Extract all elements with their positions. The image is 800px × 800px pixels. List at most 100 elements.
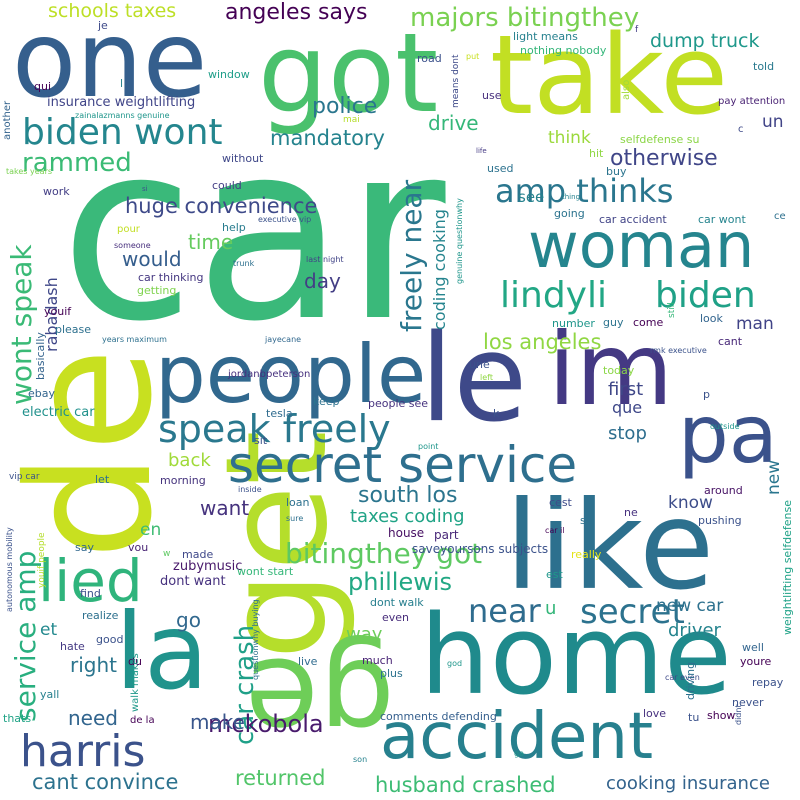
- word: executive vip: [258, 215, 312, 224]
- word: cest: [549, 496, 572, 509]
- word: de la: [130, 715, 155, 726]
- word: accident: [380, 700, 654, 774]
- word: je: [98, 19, 108, 32]
- word: ga: [514, 749, 524, 758]
- word: last night: [306, 255, 344, 264]
- word: bitingthey got: [285, 537, 483, 570]
- word: pour: [117, 224, 140, 235]
- word: takes years: [6, 167, 53, 176]
- word: never: [732, 696, 764, 709]
- word: way: [346, 624, 383, 645]
- word: car wont: [698, 213, 746, 226]
- word: point: [418, 442, 439, 451]
- word: got: [258, 9, 439, 137]
- word: help: [222, 221, 246, 234]
- word: make: [190, 710, 245, 734]
- word: secret service: [228, 436, 578, 494]
- word: need: [68, 706, 118, 730]
- word: right: [70, 653, 117, 677]
- word: thing: [562, 193, 581, 201]
- word: hit: [589, 147, 604, 160]
- word: trunk: [233, 259, 255, 268]
- word: show: [707, 709, 736, 722]
- word: number: [552, 317, 595, 330]
- word: without: [222, 152, 264, 165]
- word: huge convenience: [125, 194, 318, 218]
- word: dump truck: [650, 30, 760, 52]
- word: outside: [710, 422, 740, 431]
- word: rammed: [22, 148, 132, 178]
- word: son: [353, 755, 368, 764]
- word: dont want: [160, 574, 226, 589]
- word: around: [704, 484, 743, 497]
- word: really: [571, 548, 602, 561]
- word: say: [75, 541, 94, 554]
- word: let: [95, 473, 110, 486]
- word: go: [176, 608, 201, 632]
- word: est: [546, 568, 563, 581]
- word: window: [208, 68, 250, 81]
- word: take: [490, 11, 728, 139]
- word: insurance weightlifting: [47, 95, 196, 110]
- word: genuine questionwhy: [455, 198, 464, 284]
- word: pay attention: [718, 96, 786, 107]
- word: come: [633, 316, 664, 329]
- word: day: [304, 269, 341, 293]
- word: buy: [606, 165, 627, 178]
- word: vip car: [9, 472, 40, 482]
- word: cant convince: [32, 770, 179, 794]
- word: basically: [34, 332, 47, 380]
- word: biden: [655, 275, 756, 316]
- word: put: [466, 52, 480, 61]
- word: en: [140, 520, 162, 540]
- word: c: [738, 124, 744, 135]
- word: driver: [668, 620, 721, 641]
- word: yall: [40, 688, 60, 701]
- word: made: [182, 548, 214, 561]
- word: car il: [545, 526, 565, 535]
- word: electric car: [22, 405, 95, 420]
- word: service amp: [9, 550, 42, 722]
- word: years maximum: [102, 335, 167, 344]
- word: rmk executive: [650, 346, 707, 355]
- word: work: [43, 185, 70, 198]
- word: autonomous mobility: [5, 527, 14, 612]
- word: lied: [38, 547, 143, 615]
- word: phillewis: [348, 568, 453, 596]
- word: means dont: [451, 54, 461, 108]
- word: u: [545, 598, 557, 619]
- word: ebay: [28, 387, 56, 400]
- word: schools taxes: [48, 0, 177, 22]
- word: ce: [774, 211, 786, 222]
- word: f: [635, 25, 639, 35]
- word: woman: [528, 209, 755, 282]
- word: youif: [44, 305, 72, 318]
- word: left: [480, 373, 493, 382]
- word: biden wont: [22, 112, 223, 153]
- word: si: [142, 185, 148, 193]
- word: selfdefense su: [620, 133, 700, 146]
- word: harris: [20, 726, 146, 777]
- word: also: [621, 79, 632, 100]
- word: another: [2, 100, 13, 140]
- word: home: [420, 591, 732, 719]
- word: love: [643, 707, 667, 720]
- word: se: [580, 514, 593, 527]
- word: live: [298, 655, 318, 668]
- word: going: [554, 207, 585, 220]
- word: realize: [82, 609, 119, 622]
- word: l: [120, 77, 124, 90]
- word: weightlifting selfdefense: [781, 500, 794, 635]
- word: used: [487, 162, 514, 175]
- word: freely near: [395, 179, 428, 332]
- word: pa: [678, 388, 778, 481]
- word: w: [163, 549, 171, 559]
- word: think: [548, 128, 591, 148]
- word: like: [505, 475, 715, 617]
- word: jayecane: [265, 335, 302, 344]
- word: comments defending: [380, 710, 497, 723]
- word: new: [764, 459, 784, 495]
- word: speak freely: [158, 407, 391, 451]
- word: wont speak: [5, 244, 38, 405]
- word: god: [447, 659, 463, 668]
